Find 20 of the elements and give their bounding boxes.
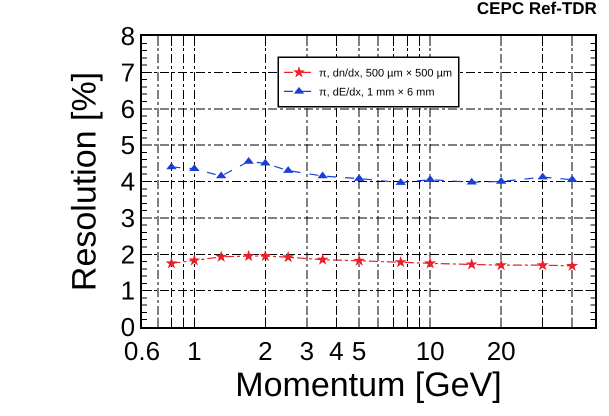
y-tick-label: 1 — [120, 276, 136, 306]
x-tick-label: 3 — [300, 336, 314, 366]
legend-label: π, dE/dx, 1 mm × 6 mm — [319, 86, 434, 99]
y-tick-label: 7 — [120, 57, 136, 88]
y-tick-label: 5 — [120, 130, 136, 160]
x-axis-title: Momentum [GeV] — [235, 366, 502, 404]
chart-title: CEPC Ref-TDR — [476, 0, 597, 18]
y-tick-label: 8 — [120, 21, 136, 52]
x-tick-label: 2 — [258, 336, 273, 366]
x-tick-label: 4 — [329, 336, 344, 366]
y-tick-label: 4 — [120, 166, 136, 197]
y-tick-label: 6 — [120, 94, 136, 124]
legend-label: π, dn/dx, 500 µm × 500 µm — [319, 68, 452, 80]
y-tick-label: 2 — [120, 239, 136, 270]
x-tick-label: 5 — [352, 336, 366, 366]
y-axis-title: Resolution [%] — [66, 72, 104, 292]
x-tick-label: 1 — [187, 336, 202, 366]
y-tick-label: 3 — [120, 202, 136, 233]
x-tick-label: 10 — [416, 336, 445, 366]
x-tick-label: 20 — [486, 336, 516, 366]
